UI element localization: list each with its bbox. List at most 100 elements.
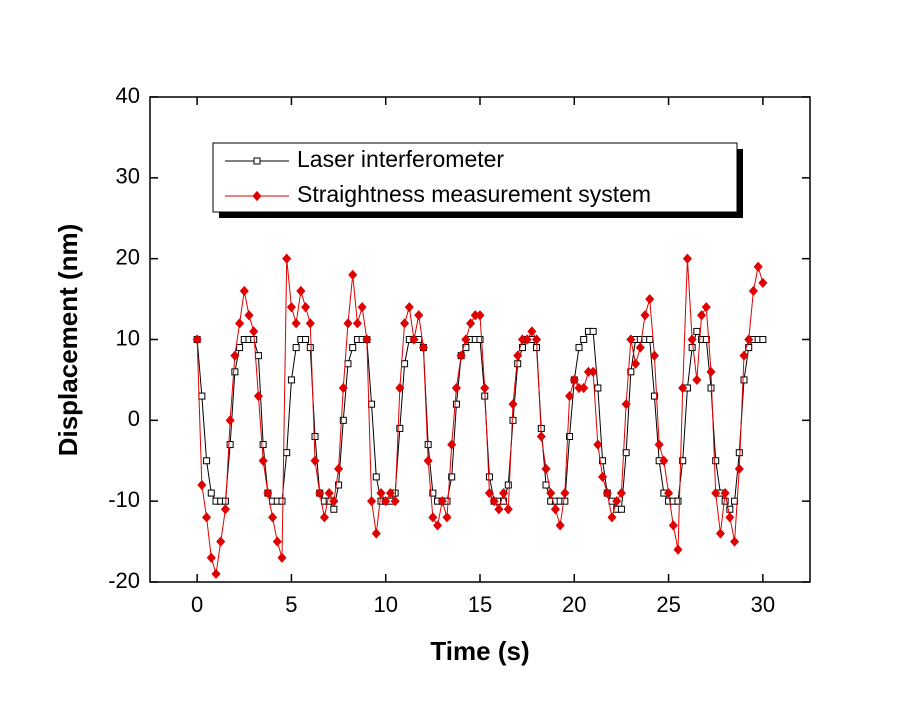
marker	[635, 342, 645, 353]
legend-box	[212, 142, 738, 213]
marker	[546, 487, 556, 499]
marker	[697, 310, 707, 321]
marker	[418, 342, 428, 353]
marker	[734, 463, 744, 474]
marker	[541, 463, 551, 474]
marker	[580, 336, 588, 343]
marker	[612, 496, 622, 507]
marker	[296, 285, 306, 297]
marker	[594, 384, 602, 392]
marker	[235, 318, 245, 329]
marker	[324, 487, 334, 499]
y-tick-label: 40	[116, 83, 140, 108]
marker	[286, 302, 296, 313]
marker	[278, 497, 286, 505]
plot-frame	[149, 96, 811, 583]
marker	[244, 310, 254, 321]
marker	[310, 455, 320, 466]
marker	[542, 481, 550, 489]
marker	[206, 552, 216, 563]
marker	[437, 496, 447, 507]
marker	[249, 326, 259, 337]
marker	[607, 512, 617, 523]
marker	[588, 366, 598, 377]
marker	[330, 505, 338, 513]
marker	[292, 344, 300, 352]
marker	[302, 336, 310, 343]
marker	[706, 366, 716, 377]
marker	[711, 487, 721, 499]
marker	[688, 344, 696, 352]
marker	[476, 336, 484, 343]
marker	[654, 439, 664, 450]
marker	[461, 334, 471, 345]
marker	[381, 496, 391, 507]
marker	[216, 536, 226, 547]
marker	[424, 441, 432, 449]
marker	[367, 496, 377, 507]
marker	[509, 416, 517, 424]
x-tick-label: 5	[285, 592, 297, 617]
marker	[674, 497, 682, 505]
marker	[396, 424, 404, 432]
marker	[626, 334, 636, 345]
marker	[357, 302, 367, 313]
marker	[589, 327, 597, 335]
marker	[334, 463, 344, 474]
marker	[649, 350, 659, 361]
marker	[409, 334, 419, 345]
marker	[701, 302, 711, 313]
marker	[740, 376, 748, 384]
marker	[301, 302, 311, 313]
y-tick-label: 0	[128, 406, 140, 431]
marker	[494, 504, 504, 515]
x-axis-label: Time (s)	[430, 636, 529, 666]
marker	[197, 479, 207, 491]
marker	[561, 497, 569, 505]
marker	[569, 374, 579, 386]
marker	[550, 504, 560, 515]
marker	[617, 505, 625, 513]
marker	[414, 310, 424, 321]
marker	[338, 382, 348, 394]
marker	[448, 473, 456, 481]
marker	[650, 392, 658, 400]
marker	[602, 487, 612, 499]
marker	[725, 512, 735, 523]
marker	[429, 489, 437, 497]
marker	[202, 512, 212, 523]
marker	[485, 473, 493, 481]
marker	[707, 384, 715, 392]
marker	[735, 449, 743, 457]
marker	[236, 344, 244, 352]
marker	[254, 352, 262, 360]
marker	[315, 487, 325, 499]
marker	[565, 390, 575, 402]
marker	[616, 487, 626, 499]
marker	[744, 334, 754, 345]
marker	[211, 568, 221, 580]
marker	[475, 310, 485, 321]
marker	[349, 344, 357, 352]
marker	[263, 487, 273, 499]
marker	[575, 344, 583, 352]
marker	[447, 439, 457, 450]
marker	[759, 336, 767, 343]
x-tick-label: 10	[373, 592, 397, 617]
legend-label: Straightness measurement system	[297, 181, 651, 207]
marker	[514, 360, 522, 368]
marker	[198, 392, 206, 400]
marker	[664, 487, 674, 499]
marker	[593, 439, 603, 450]
marker	[555, 520, 565, 531]
marker	[306, 344, 314, 352]
marker	[560, 487, 570, 499]
marker	[385, 487, 395, 499]
legend-marker	[253, 157, 261, 165]
marker	[442, 512, 452, 523]
marker	[362, 334, 372, 345]
marker	[203, 457, 211, 465]
x-tick-label: 20	[562, 592, 586, 617]
marker	[646, 336, 654, 343]
marker	[283, 449, 291, 457]
